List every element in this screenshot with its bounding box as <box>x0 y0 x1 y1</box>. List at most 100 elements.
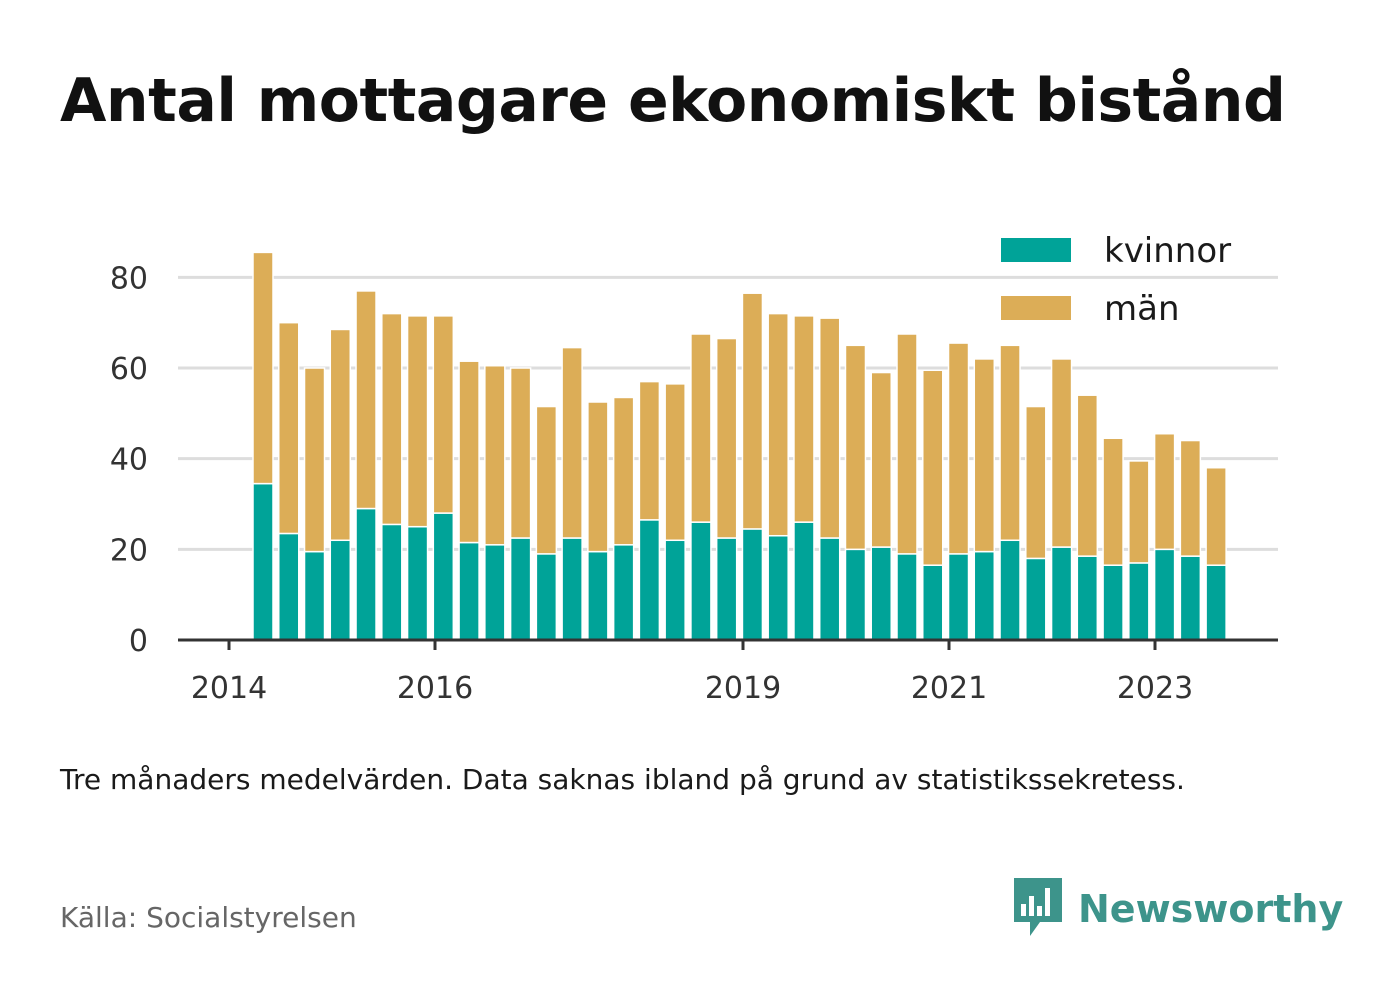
bar-segment-man <box>509 367 532 539</box>
bar-segment-kvinnor <box>612 544 635 641</box>
bar-segment-kvinnor <box>793 521 815 641</box>
y-tick-label: 40 <box>110 443 148 478</box>
bar-segment-kvinnor <box>381 523 403 641</box>
y-tick-label: 20 <box>110 533 148 568</box>
bar-segment-kvinnor <box>587 550 609 641</box>
legend: kvinnor män <box>982 226 1252 330</box>
bar-segment-man <box>818 317 841 539</box>
bar-segment-man <box>999 344 1021 542</box>
bar-segment-kvinnor <box>1102 564 1124 641</box>
bar-segment-kvinnor <box>1179 555 1202 641</box>
bar-segment-kvinnor <box>355 507 377 641</box>
bar-segment-kvinnor <box>1025 557 1047 641</box>
bar-segment-man <box>638 380 661 521</box>
bar-segment-man <box>896 333 918 555</box>
bar-segment-man <box>690 333 712 523</box>
bar-segment-kvinnor <box>278 532 300 641</box>
bar-segment-kvinnor <box>458 541 480 641</box>
bar-segment-man <box>381 312 403 526</box>
bar-segment-man <box>870 371 892 548</box>
bar-segment-man <box>793 315 815 523</box>
chart-caption: Tre månaders medelvärden. Data saknas ib… <box>60 763 1185 796</box>
bar-segment-kvinnor <box>484 544 506 641</box>
bar-segment-kvinnor <box>844 548 867 641</box>
bar-segment-man <box>303 367 326 553</box>
bar-segment-kvinnor <box>715 537 738 641</box>
brand-name: Newsworthy <box>1078 887 1344 931</box>
bar-segment-kvinnor <box>870 546 892 641</box>
bar-segment-kvinnor <box>922 564 944 641</box>
bar-segment-man <box>329 328 352 542</box>
bar-segment-kvinnor <box>303 550 326 641</box>
bar-segment-man <box>587 401 609 553</box>
x-axis: 2014 2016 2019 2021 2023 <box>178 638 1278 706</box>
bar-segment-man <box>1179 439 1202 557</box>
bar-segment-kvinnor <box>1050 546 1073 641</box>
bar-segment-kvinnor <box>432 512 455 641</box>
bar-segment-man <box>1102 437 1124 566</box>
bar-segment-kvinnor <box>329 539 352 641</box>
bar-segment-man <box>278 321 300 535</box>
bar-segment-kvinnor <box>509 537 532 641</box>
bar-segment-kvinnor <box>535 553 558 641</box>
x-tick-label: 2021 <box>911 671 987 706</box>
bar-segment-kvinnor <box>973 550 996 641</box>
bar-segment-man <box>355 290 377 510</box>
bar-segment-kvinnor <box>561 537 583 641</box>
bar-segment-man <box>741 292 764 530</box>
y-tick-label: 60 <box>110 352 148 387</box>
bar-segment-man <box>767 312 789 537</box>
bar-segment-kvinnor <box>664 539 686 641</box>
bar-segment-man <box>252 251 274 485</box>
legend-swatch-man <box>1001 296 1071 320</box>
bar-segment-man <box>664 383 686 542</box>
bar-segment-kvinnor <box>896 553 918 641</box>
bar-segment-kvinnor <box>1153 548 1176 641</box>
brand-logo: Newsworthy <box>1012 878 1343 940</box>
x-tick-label: 2016 <box>397 671 473 706</box>
bar-segment-man <box>922 369 944 566</box>
bar-segment-man <box>612 396 635 546</box>
source-note: Källa: Socialstyrelsen <box>60 901 357 934</box>
y-tick-label: 80 <box>110 261 148 296</box>
bar-segment-man <box>715 337 738 539</box>
bar-segment-man <box>973 358 996 553</box>
bar-segment-man <box>458 360 480 544</box>
bar-segment-man <box>484 364 506 546</box>
bar-segment-man <box>1050 358 1073 548</box>
bar-segment-man <box>1076 394 1099 557</box>
bar-segment-kvinnor <box>947 553 970 641</box>
bar-segment-kvinnor <box>406 525 429 641</box>
x-tick-label: 2014 <box>191 671 267 706</box>
chart-title: Antal mottagare ekonomiskt bistånd <box>60 66 1286 136</box>
bar-segment-kvinnor <box>1128 562 1150 641</box>
legend-label: män <box>1104 289 1180 329</box>
x-tick-label: 2019 <box>705 671 781 706</box>
bar-segment-kvinnor <box>638 519 661 641</box>
bar-segment-kvinnor <box>818 537 841 641</box>
bar-segment-man <box>1153 432 1176 551</box>
bar-segment-kvinnor <box>1205 564 1227 641</box>
bar-segment-kvinnor <box>767 534 789 641</box>
newsworthy-logo-icon <box>1014 878 1062 936</box>
y-tick-label: 0 <box>129 624 148 659</box>
bar-segment-kvinnor <box>741 528 764 641</box>
bar-segment-man <box>1128 460 1150 564</box>
bar-segment-man <box>1205 466 1227 566</box>
y-axis-ticks: 0 20 40 60 80 <box>110 261 148 659</box>
bar-segment-man <box>947 342 970 555</box>
bar-segment-kvinnor <box>690 521 712 641</box>
x-tick-label: 2023 <box>1117 671 1193 706</box>
bar-segment-man <box>432 315 455 514</box>
bar-segment-kvinnor <box>252 482 274 641</box>
bar-segment-man <box>561 346 583 539</box>
bar-segment-kvinnor <box>1076 555 1099 641</box>
legend-label: kvinnor <box>1104 231 1231 271</box>
bar-segment-man <box>406 315 429 528</box>
bar-segment-man <box>535 405 558 555</box>
bar-segment-man <box>1025 405 1047 560</box>
bar-segment-kvinnor <box>999 539 1021 641</box>
legend-swatch-kvinnor <box>1001 238 1071 262</box>
bar-segment-man <box>844 344 867 551</box>
